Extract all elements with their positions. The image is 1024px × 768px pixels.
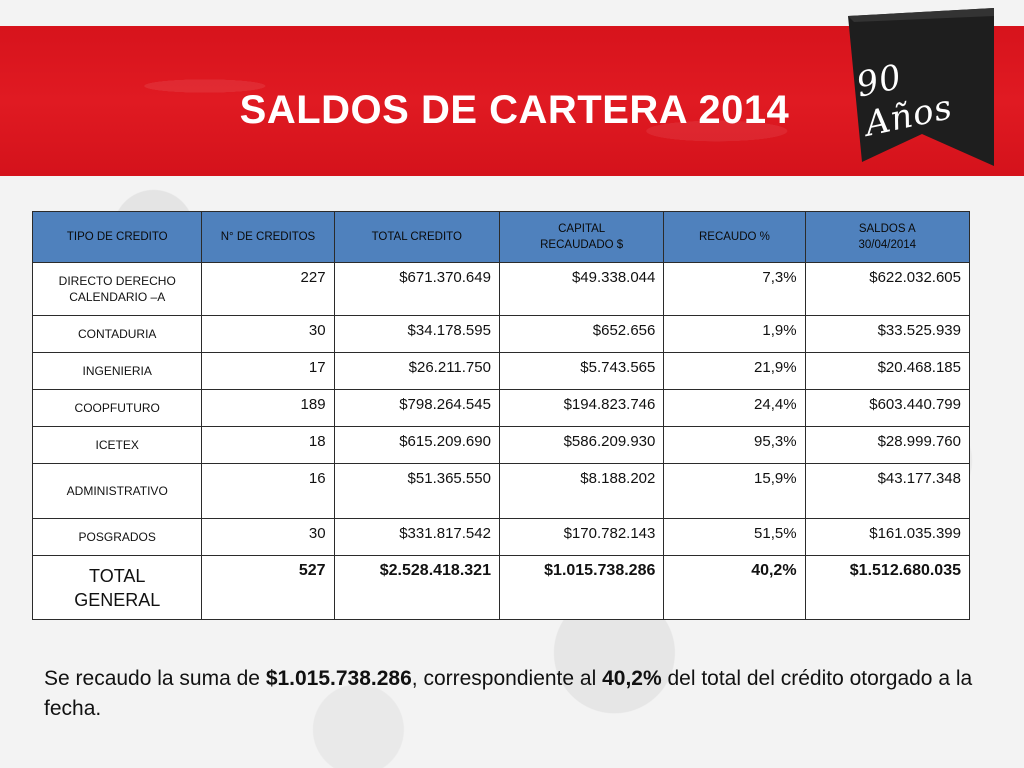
- cell-creditos: 189: [201, 389, 335, 427]
- cell-creditos-total: 527: [201, 555, 335, 620]
- cell-capital: $652.656: [498, 315, 665, 353]
- cell-creditos: 30: [201, 518, 335, 556]
- anniversary-ribbon: [848, 8, 994, 166]
- cell-capital: $194.823.746: [498, 389, 665, 427]
- table-row: INGENIERIA 17 $26.211.750 $5.743.565 21,…: [31, 352, 971, 390]
- page-title: SALDOS DE CARTERA 2014: [239, 88, 790, 132]
- cell-capital: $8.188.202: [498, 463, 665, 519]
- cell-recaudo: 95,3%: [663, 426, 806, 464]
- cell-tipo-total: TOTAL GENERAL: [31, 555, 203, 620]
- header-recaudo: RECAUDO %: [663, 211, 806, 263]
- header-total: TOTAL CREDITO: [333, 211, 500, 263]
- cell-total: $26.211.750: [333, 352, 500, 390]
- cell-capital: $586.209.930: [498, 426, 665, 464]
- cell-saldo: $43.177.348: [804, 463, 971, 519]
- cell-total: $798.264.545: [333, 389, 500, 427]
- cell-tipo: INGENIERIA: [31, 352, 203, 390]
- cell-recaudo: 24,4%: [663, 389, 806, 427]
- cell-saldo: $28.999.760: [804, 426, 971, 464]
- header-capital: CAPITAL RECAUDADO $: [498, 211, 665, 263]
- cell-total-total: $2.528.418.321: [333, 555, 500, 620]
- cell-total: $51.365.550: [333, 463, 500, 519]
- cell-tipo: POSGRADOS: [31, 518, 203, 556]
- cell-recaudo: 1,9%: [663, 315, 806, 353]
- cell-tipo: DIRECTO DERECHO CALENDARIO –A: [31, 262, 203, 316]
- credit-balance-table: TIPO DE CREDITO N° DE CREDITOS TOTAL CRE…: [31, 211, 971, 620]
- cell-total: $671.370.649: [333, 262, 500, 316]
- table-row: DIRECTO DERECHO CALENDARIO –A 227 $671.37…: [31, 262, 971, 316]
- cell-creditos: 227: [201, 262, 335, 316]
- cell-tipo: ADMINISTRATIVO: [31, 463, 203, 519]
- cell-recaudo: 21,9%: [663, 352, 806, 390]
- cell-tipo: CONTADURIA: [31, 315, 203, 353]
- cell-creditos: 18: [201, 426, 335, 464]
- table-row: ICETEX 18 $615.209.690 $586.209.930 95,3…: [31, 426, 971, 464]
- cell-creditos: 16: [201, 463, 335, 519]
- summary-percent: 40,2%: [602, 667, 662, 690]
- summary-text: Se recaudo la suma de $1.015.738.286, co…: [44, 667, 973, 720]
- cell-total: $34.178.595: [333, 315, 500, 353]
- cell-saldo: $603.440.799: [804, 389, 971, 427]
- header-tipo: TIPO DE CREDITO: [31, 211, 203, 263]
- cell-capital: $170.782.143: [498, 518, 665, 556]
- cell-capital-total: $1.015.738.286: [498, 555, 665, 620]
- total-row: TOTAL GENERAL 527 $2.528.418.321 $1.015.7…: [31, 555, 971, 620]
- cell-creditos: 17: [201, 352, 335, 390]
- cell-recaudo: 15,9%: [663, 463, 806, 519]
- cell-saldo: $161.035.399: [804, 518, 971, 556]
- header-saldos: SALDOS A 30/04/2014: [804, 211, 971, 263]
- cell-saldo: $33.525.939: [804, 315, 971, 353]
- cell-capital: $5.743.565: [498, 352, 665, 390]
- cell-saldo: $20.468.185: [804, 352, 971, 390]
- cell-tipo: ICETEX: [31, 426, 203, 464]
- cell-saldo: $622.032.605: [804, 262, 971, 316]
- table-row: COOPFUTURO 189 $798.264.545 $194.823.746…: [31, 389, 971, 427]
- table-row: CONTADURIA 30 $34.178.595 $652.656 1,9% …: [31, 315, 971, 353]
- table-row: ADMINISTRATIVO 16 $51.365.550 $8.188.202…: [31, 463, 971, 519]
- cell-recaudo: 51,5%: [663, 518, 806, 556]
- table-row: POSGRADOS 30 $331.817.542 $170.782.143 5…: [31, 518, 971, 556]
- cell-recaudo: 7,3%: [663, 262, 806, 316]
- table-header-row: TIPO DE CREDITO N° DE CREDITOS TOTAL CRE…: [31, 211, 971, 263]
- cell-capital: $49.338.044: [498, 262, 665, 316]
- cell-total: $615.209.690: [333, 426, 500, 464]
- cell-total: $331.817.542: [333, 518, 500, 556]
- cell-creditos: 30: [201, 315, 335, 353]
- cell-recaudo-total: 40,2%: [663, 555, 806, 620]
- summary-amount: $1.015.738.286: [265, 667, 412, 690]
- header-creditos: N° DE CREDITOS: [201, 211, 335, 263]
- cell-saldo-total: $1.512.680.035: [804, 555, 971, 620]
- cell-tipo: COOPFUTURO: [31, 389, 203, 427]
